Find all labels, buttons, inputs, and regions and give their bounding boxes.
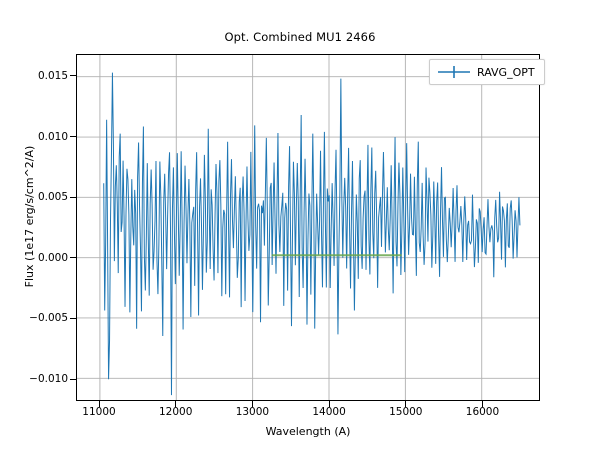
y-tick-mark <box>70 136 76 137</box>
legend-label: RAVG_OPT <box>477 65 535 79</box>
page-title: Opt. Combined MU1 2466 <box>224 30 376 44</box>
y-tick-mark <box>70 196 76 198</box>
legend[interactable]: RAVG_OPT <box>429 59 545 85</box>
x-tick-label: 15000 <box>389 406 423 418</box>
y-tick-label: 0.010 <box>37 130 68 143</box>
y-tick-mark <box>70 257 76 259</box>
y-tick-label: 0.015 <box>37 69 68 82</box>
legend-marker-ravg-opt <box>437 65 471 79</box>
y-tick-label: −0.010 <box>29 373 68 386</box>
y-tick-label: −0.005 <box>29 312 68 325</box>
x-tick-label: 11000 <box>82 406 116 418</box>
x-tick-mark <box>175 401 177 407</box>
x-tick-mark <box>328 401 330 407</box>
y-axis-title: Flux (1e17 erg/s/cm^2/A) <box>23 145 36 288</box>
y-tick-label: 0.000 <box>37 251 68 264</box>
y-axis-tick-labels: −0.010 −0.005 0.000 0.005 0.010 0.015 <box>0 54 68 401</box>
y-tick-mark <box>70 75 76 77</box>
plot-axes: RAVG_OPT <box>76 54 545 401</box>
x-tick-mark <box>251 401 253 407</box>
x-tick-mark <box>481 401 483 407</box>
y-tick-label: 0.005 <box>37 191 68 204</box>
y-tick-mark <box>70 317 76 319</box>
x-tick-label: 12000 <box>158 406 193 418</box>
spectrum-plot-area <box>103 72 521 396</box>
x-tick-label: 13000 <box>235 406 270 418</box>
x-tick-label: 16000 <box>465 406 500 418</box>
x-tick-mark <box>405 401 407 407</box>
x-tick-label: 14000 <box>312 406 346 418</box>
x-axis-title: Wavelength (A) <box>265 425 351 438</box>
x-axis-tick-labels: 11000 12000 13000 14000 15000 16000 <box>76 406 540 422</box>
x-tick-mark <box>98 401 100 407</box>
y-tick-mark <box>70 378 76 380</box>
